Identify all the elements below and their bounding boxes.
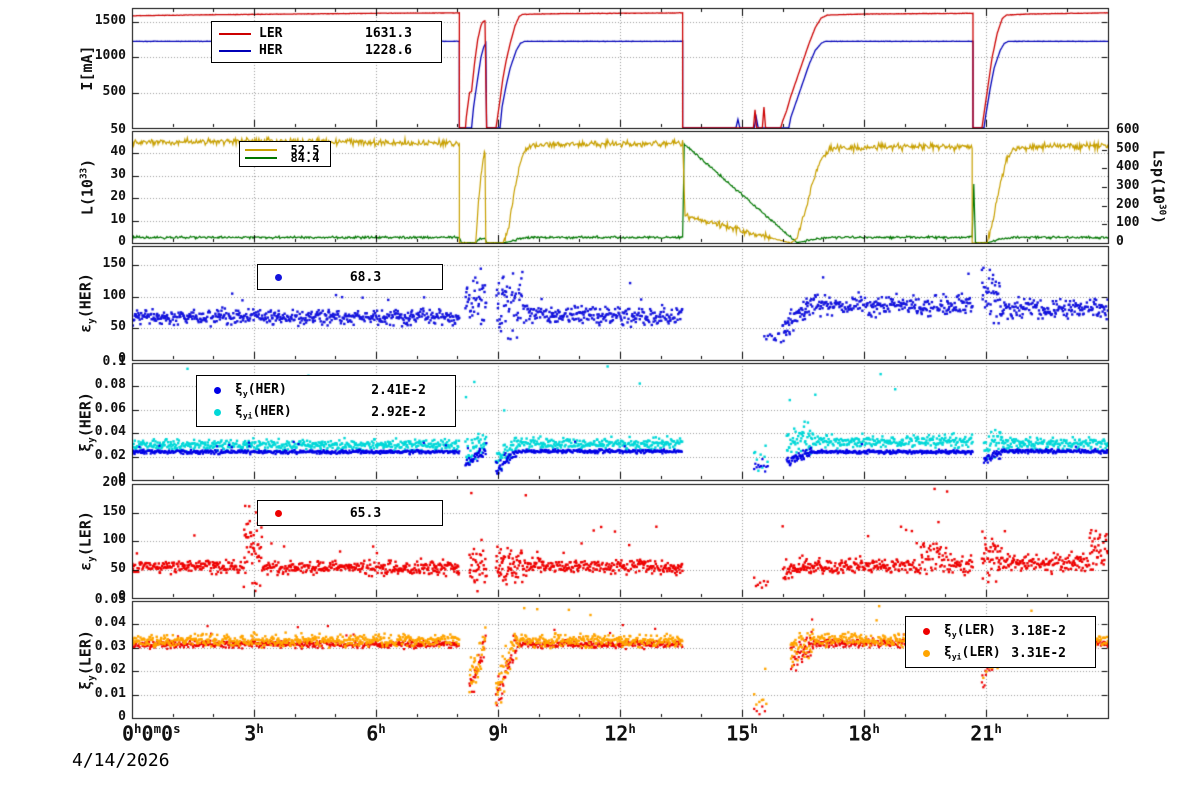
- y-tick-label-ey-her: 50: [110, 319, 126, 335]
- legend-entry-value: 2.92E-2: [371, 404, 426, 420]
- y-tick-label-luminosity: 40: [110, 144, 126, 160]
- x-tick-label: 6h: [366, 721, 386, 746]
- y-tick-label-xiy-her: 0.1: [102, 354, 126, 369]
- legend-dot-marker-icon: [923, 649, 930, 657]
- y-axis-title-ey-her: εy(HER): [76, 273, 98, 333]
- y-tick-label-xiy-ler: 0.04: [94, 615, 126, 631]
- legend-entry: 52.5: [245, 142, 325, 157]
- x-tick-label: 9h: [488, 721, 508, 746]
- y-tick-label-luminosity: 30: [110, 166, 126, 182]
- x-tick-label: 18h: [848, 721, 880, 746]
- legend-line-marker-icon: [219, 49, 251, 52]
- legend-dot-marker-icon: [275, 273, 282, 281]
- legend-line-marker-icon: [245, 157, 277, 160]
- legend-entry: ξy(LER) 3.18E-2: [913, 622, 1088, 640]
- legend-beam-current: LER 1631.3 HER 1228.6: [211, 21, 442, 63]
- y-tick-label-ey-her: 150: [102, 256, 126, 271]
- legend-entry-label: LER: [259, 26, 283, 41]
- y-axis-title-beam-current: I[mA]: [78, 45, 97, 91]
- right-tick-label-luminosity: 100: [1116, 215, 1140, 231]
- legend-entry: 84.4: [245, 151, 325, 166]
- right-axis-title-luminosity: Lsp(1030): [1149, 149, 1168, 225]
- y-tick-label-xiy-ler: 0.03: [94, 638, 126, 654]
- x-tick-label: 15h: [726, 721, 758, 746]
- legend-entry-value: 68.3: [349, 269, 382, 285]
- legend-entry: 68.3: [265, 270, 435, 285]
- legend-luminosity: 52.5 84.4: [239, 141, 331, 167]
- right-tick-label-luminosity: 200: [1116, 196, 1140, 212]
- legend-ey-her: 68.3: [257, 264, 443, 290]
- legend-dot-marker-icon: [214, 386, 221, 394]
- right-tick-label-luminosity: 500: [1116, 140, 1140, 156]
- right-tick-label-luminosity: 300: [1116, 178, 1140, 193]
- y-tick-label-xiy-her: 0: [118, 471, 126, 486]
- legend-line-marker-icon: [219, 32, 251, 35]
- y-tick-label-xiy-ler: 0.02: [94, 662, 126, 678]
- legend-entry-value: 65.3: [349, 505, 382, 521]
- y-tick-label-ey-ler: 0: [118, 589, 126, 604]
- y-tick-label-xiy-ler: 0: [118, 709, 126, 724]
- y-tick-label-ey-ler: 200: [102, 475, 126, 490]
- y-tick-label-ey-her: 100: [102, 287, 126, 303]
- y-tick-label-luminosity: 20: [110, 189, 126, 205]
- legend-ey-ler: 65.3: [257, 500, 443, 526]
- y-tick-label-luminosity: 0: [118, 234, 126, 249]
- y-axis-title-xiy-ler: ξy(LER): [76, 629, 98, 690]
- legend-entry-value: 84.4: [290, 151, 320, 166]
- legend-entry-label: HER: [259, 43, 283, 58]
- y-tick-label-xiy-her: 0.06: [94, 400, 126, 416]
- legend-entry-value: 1631.3: [365, 26, 412, 41]
- legend-entry-value: 2.41E-2: [371, 382, 426, 398]
- y-tick-label-beam-current: 1000: [94, 48, 126, 64]
- right-tick-label-luminosity: 400: [1116, 159, 1140, 175]
- x-tick-label: 21h: [970, 721, 1002, 746]
- legend-entry: ξy(HER) 2.41E-2: [204, 381, 448, 399]
- y-tick-label-luminosity: 10: [110, 211, 126, 227]
- legend-entry-value: 52.5: [290, 142, 320, 157]
- y-tick-label-xiy-her: 0.04: [94, 424, 126, 440]
- legend-xiy-ler: ξy(LER) 3.18E-2 ξyi(LER) 3.31E-2: [905, 616, 1096, 668]
- legend-entry: ξyi(HER) 2.92E-2: [204, 403, 448, 421]
- legend-entry: ξyi(LER) 3.31E-2: [913, 644, 1088, 662]
- y-tick-label-ey-ler: 150: [102, 503, 126, 519]
- legend-line-marker-icon: [245, 148, 277, 151]
- y-tick-label-luminosity: 50: [110, 122, 126, 137]
- legend-dot-marker-icon: [923, 627, 930, 635]
- legend-entry-label: ξy(LER): [944, 622, 996, 640]
- right-tick-label-luminosity: 0: [1116, 234, 1124, 249]
- y-tick-label-ey-her: 0: [118, 351, 126, 366]
- y-tick-label-ey-ler: 50: [110, 560, 126, 576]
- y-tick-label-beam-current: 500: [102, 83, 126, 99]
- legend-dot-marker-icon: [214, 408, 221, 416]
- y-tick-label-xiy-her: 0.08: [94, 377, 126, 393]
- y-tick-label-ey-ler: 100: [102, 532, 126, 547]
- legend-entry-label: ξy(HER): [235, 381, 287, 399]
- y-axis-title-xiy-her: ξy(HER): [76, 391, 98, 452]
- y-tick-label-xiy-ler: 0.01: [94, 685, 126, 701]
- x-tick-label: 3h: [244, 721, 264, 746]
- legend-entry-label: ξyi(HER): [235, 403, 292, 421]
- legend-entry: LER 1631.3: [219, 26, 434, 41]
- legend-entry-value: 1228.6: [365, 43, 412, 58]
- legend-entry-label: ξyi(LER): [944, 644, 1001, 662]
- x-tick-label: 12h: [604, 721, 636, 746]
- legend-dot-marker-icon: [275, 509, 282, 517]
- legend-entry-value: 3.31E-2: [1011, 645, 1066, 661]
- right-tick-label-luminosity: 600: [1116, 122, 1140, 137]
- x-tick-label: 0h0m0s: [122, 721, 181, 746]
- legend-entry-value: 3.18E-2: [1011, 623, 1066, 639]
- legend-xiy-her: ξy(HER) 2.41E-2 ξyi(HER) 2.92E-2: [196, 375, 456, 427]
- y-axis-title-ey-ler: εy(LER): [76, 511, 98, 571]
- y-tick-label-xiy-her: 0.02: [94, 447, 126, 463]
- y-axis-title-luminosity: L(1033): [78, 158, 97, 216]
- date-label: 4/14/2026: [72, 750, 170, 771]
- y-tick-label-beam-current: 1500: [94, 13, 126, 29]
- y-tick-label-xiy-ler: 0.05: [94, 592, 126, 607]
- legend-entry: 65.3: [265, 506, 435, 521]
- legend-entry: HER 1228.6: [219, 43, 434, 58]
